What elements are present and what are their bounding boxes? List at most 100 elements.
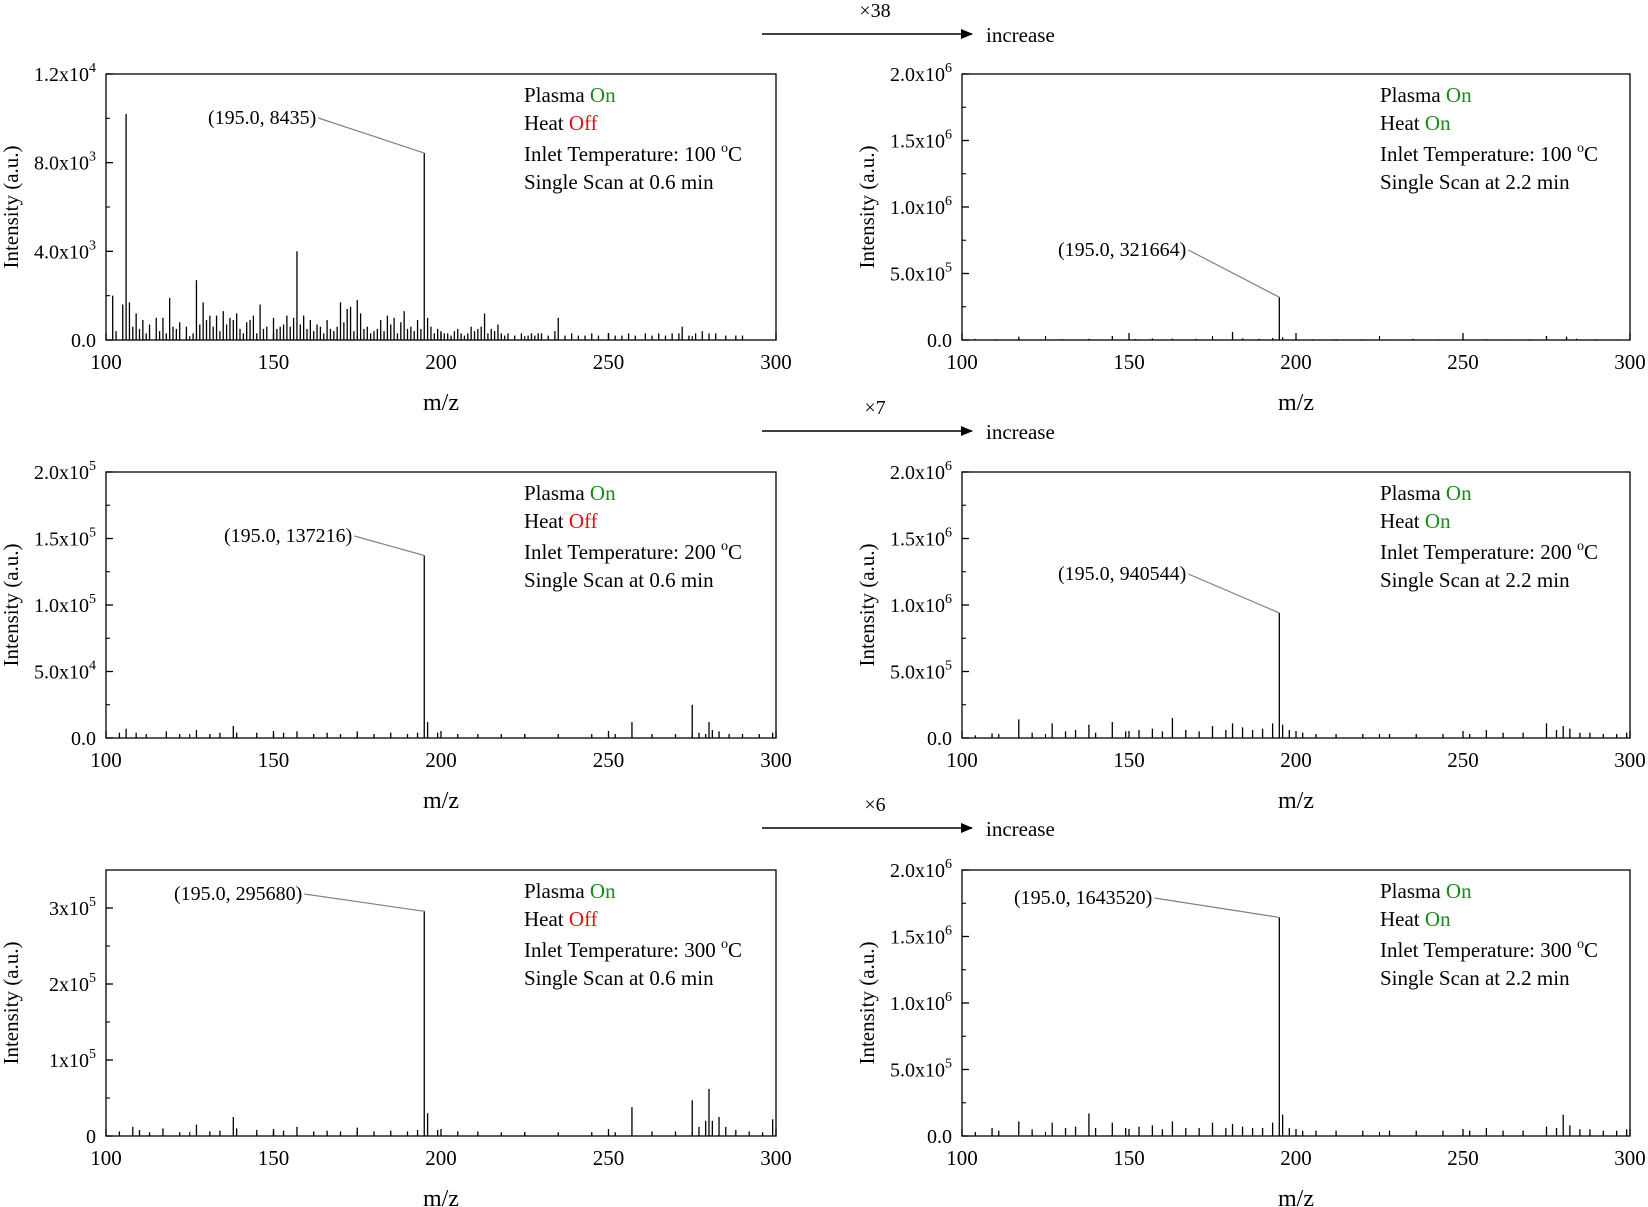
x-tick-label: 150 — [1113, 748, 1145, 772]
inlet-temperature-text: Inlet Temperature: 300 — [524, 938, 721, 962]
plasma-label: Plasma — [1380, 83, 1446, 107]
inlet-temperature: Inlet Temperature: 100 oC — [1380, 141, 1598, 166]
heat-line: Heat Off — [524, 509, 598, 533]
degree-superscript: o — [721, 141, 728, 156]
x-tick-label: 250 — [1447, 350, 1479, 374]
y-axis-label: Intensity (a.u.) — [0, 145, 23, 268]
peak-annotation: (195.0, 940544) — [1058, 563, 1186, 585]
y-tick-exponent: 3 — [89, 238, 96, 253]
condition-info: Plasma On Heat On Inlet Temperature: 100 o… — [1380, 83, 1598, 194]
plasma-label: Plasma — [524, 879, 590, 903]
annotation-leader-line — [1188, 249, 1280, 298]
y-tick-exponent: 6 — [945, 857, 952, 872]
y-tick-mantissa: 1.0x10 — [890, 595, 945, 617]
heat-label: Heat — [1380, 111, 1425, 135]
heat-state: On — [1425, 509, 1451, 533]
temperature-unit: C — [1584, 540, 1598, 564]
y-tick-mantissa: 0.0 — [71, 728, 96, 750]
y-tick-exponent: 6 — [945, 990, 952, 1005]
y-tick-label: 0.0 — [927, 330, 952, 352]
x-tick-label: 250 — [1447, 748, 1479, 772]
y-tick-label: 4.0x103 — [34, 238, 96, 263]
y-tick-exponent: 5 — [89, 592, 96, 607]
inlet-temperature-text: Inlet Temperature: 200 — [524, 540, 721, 564]
x-axis-label: m/z — [1278, 788, 1314, 814]
y-tick-exponent: 5 — [945, 261, 952, 276]
plot-frame — [105, 869, 777, 1137]
annotation-leader-line — [318, 117, 425, 154]
y-axis-label: Intensity (a.u.) — [855, 145, 879, 268]
x-axis-label: m/z — [1278, 390, 1314, 416]
x-axis-label: m/z — [423, 1186, 459, 1207]
plasma-state: On — [590, 481, 616, 505]
y-tick-mantissa: 1.5x10 — [890, 131, 945, 153]
y-tick-label: 0.0 — [927, 728, 952, 750]
plasma-line: Plasma On — [1380, 481, 1472, 505]
x-tick-label: 300 — [1614, 1146, 1646, 1170]
y-tick-label: 0.0 — [71, 728, 96, 750]
x-tick-label: 150 — [258, 748, 290, 772]
y-tick-exponent: 5 — [89, 971, 96, 986]
heat-state: Off — [569, 509, 598, 533]
y-tick-mantissa: 5.0x10 — [890, 1060, 945, 1082]
inlet-temperature: Inlet Temperature: 100 oC — [524, 141, 742, 166]
heat-state: Off — [569, 907, 598, 931]
x-tick-label: 150 — [1113, 350, 1145, 374]
x-tick-label: 100 — [90, 748, 122, 772]
temperature-unit: C — [728, 540, 742, 564]
y-tick-label: 1.5x105 — [34, 526, 96, 551]
y-tick-exponent: 6 — [945, 459, 952, 474]
x-tick-label: 300 — [760, 748, 792, 772]
temperature-unit: C — [728, 142, 742, 166]
peaks — [118, 555, 774, 738]
heat-line: Heat On — [1380, 111, 1451, 135]
inlet-temperature: Inlet Temperature: 300 oC — [524, 937, 742, 962]
peaks — [974, 612, 1628, 738]
y-tick-label: 1.2x104 — [34, 61, 96, 86]
x-tick-label: 300 — [1614, 350, 1646, 374]
y-tick-exponent: 4 — [89, 659, 96, 674]
y-tick-label: 2.0x106 — [890, 459, 952, 484]
scale-factor-label: ×38 — [859, 0, 890, 22]
y-tick-mantissa: 1.5x10 — [890, 927, 945, 949]
plasma-state: On — [1446, 879, 1472, 903]
y-tick-label: 1.0x106 — [890, 592, 952, 617]
spectrum-panels: 100 150 200 250 3000.04.0x1038.0x1031.2x104m… — [0, 61, 1646, 1207]
annotation-leader-line — [1154, 897, 1280, 919]
temperature-unit: C — [1584, 142, 1598, 166]
peak-annotation: (195.0, 8435) — [208, 107, 316, 129]
x-tick-label: 200 — [425, 350, 457, 374]
x-tick-label: 150 — [1113, 1146, 1145, 1170]
y-tick-mantissa: 1x10 — [49, 1050, 89, 1072]
y-tick-exponent: 5 — [945, 659, 952, 674]
x-axis-label: m/z — [423, 390, 459, 416]
x-axis-label: m/z — [423, 788, 459, 814]
increase-arrows: ×38 increase ×7 increase ×6 increase — [762, 0, 1055, 841]
y-tick-exponent: 5 — [89, 526, 96, 541]
y-tick-label: 1.0x106 — [890, 990, 952, 1015]
plasma-state: On — [1446, 83, 1472, 107]
x-tick-label: 250 — [1447, 1146, 1479, 1170]
spectrum-panel: 100 150 200 250 3000.04.0x1038.0x1031.2x104m… — [0, 61, 792, 416]
y-tick-mantissa: 8.0x10 — [34, 153, 89, 175]
scan-time: Single Scan at 2.2 min — [1380, 170, 1570, 194]
y-tick-mantissa: 1.5x10 — [890, 529, 945, 551]
y-tick-mantissa: 1.0x10 — [34, 595, 89, 617]
heat-state: On — [1425, 907, 1451, 931]
peak-annotation: (195.0, 321664) — [1058, 239, 1186, 261]
annotation-leader-line — [304, 893, 425, 912]
increase-label: increase — [986, 817, 1055, 841]
annotation-leader-line — [1188, 573, 1280, 614]
heat-line: Heat On — [1380, 509, 1451, 533]
y-tick-mantissa: 2x10 — [49, 974, 89, 996]
y-tick-label: 5.0x105 — [890, 659, 952, 684]
increase-arrow: ×38 increase — [762, 0, 1055, 47]
spectrum-panel: 100 150 200 250 3000.05.0x1051.0x1061.5x1062… — [855, 459, 1646, 814]
y-tick-mantissa: 1.2x10 — [34, 64, 89, 86]
y-tick-label: 1.0x105 — [34, 592, 96, 617]
y-tick-exponent: 4 — [89, 61, 96, 76]
plasma-line: Plasma On — [1380, 83, 1472, 107]
y-tick-mantissa: 2.0x10 — [890, 462, 945, 484]
